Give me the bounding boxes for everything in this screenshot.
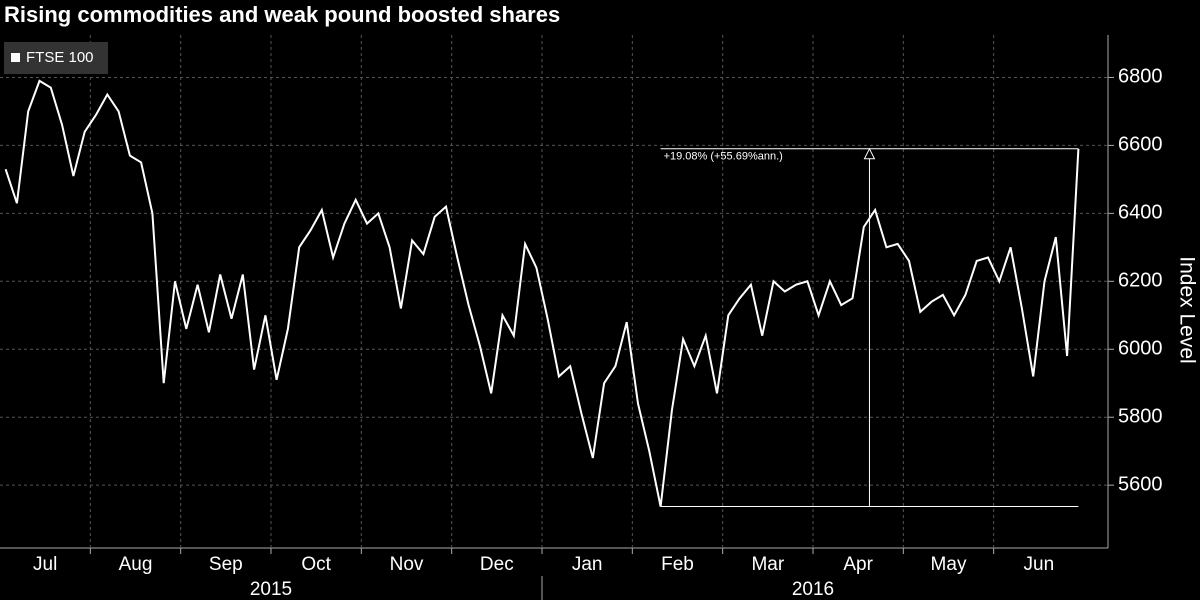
x-tick-label: Jun: [1024, 554, 1055, 575]
annotation-arrow-head: [863, 147, 876, 160]
x-tick-label: Apr: [843, 554, 873, 575]
y-tick-label: 6200: [1118, 270, 1163, 292]
x-tick-label: Jul: [33, 554, 57, 575]
y-tick-label: 6600: [1118, 134, 1163, 156]
x-tick-label: Mar: [751, 554, 784, 575]
y-tick-label: 6800: [1118, 66, 1163, 88]
x-tick-label: May: [931, 554, 967, 575]
y-tick-label: 5800: [1118, 405, 1163, 427]
x-tick-label: Feb: [661, 554, 694, 575]
y-tick-label: 6400: [1118, 202, 1163, 224]
legend-box: [4, 42, 108, 74]
x-tick-label: Jan: [572, 554, 603, 575]
y-tick-label: 5600: [1118, 473, 1163, 495]
year-label: 2015: [250, 579, 292, 600]
legend-label: FTSE 100: [26, 49, 94, 66]
x-tick-label: Nov: [390, 554, 424, 575]
x-tick-label: Oct: [301, 554, 331, 575]
x-tick-label: Aug: [119, 554, 153, 575]
legend-swatch: [11, 53, 20, 62]
year-label: 2016: [792, 579, 834, 600]
annotation-text: +19.08% (+55.69%ann.): [664, 151, 783, 163]
chart-title: Rising commodities and weak pound booste…: [4, 2, 560, 27]
y-axis-label: Index Level: [1175, 256, 1198, 363]
x-tick-label: Sep: [209, 554, 243, 575]
y-tick-label: 6000: [1118, 338, 1163, 360]
x-tick-label: Dec: [480, 554, 514, 575]
data-line: [4, 79, 1080, 507]
